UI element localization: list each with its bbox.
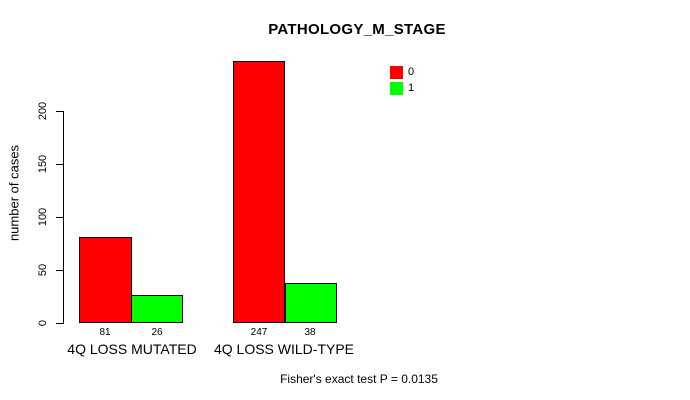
legend-entry: 1 [390, 80, 414, 96]
chart-title: PATHOLOGY_M_STAGE [268, 21, 446, 38]
y-tick-label: 100 [37, 207, 49, 227]
bar-series0-mutated [79, 237, 132, 323]
y-tick-label: 200 [37, 101, 49, 121]
fisher-test-annotation: Fisher's exact test P = 0.0135 [280, 372, 438, 386]
legend-swatch-green [390, 81, 403, 95]
y-tick-label: 0 [37, 319, 49, 327]
bar-series1-wildtype [285, 283, 337, 323]
y-tick-mark [56, 164, 63, 165]
bar-value-label: 247 [250, 327, 268, 338]
y-tick-label: 50 [37, 263, 49, 277]
bar-series0-wildtype [233, 61, 285, 323]
y-tick-mark [56, 270, 63, 271]
bar-value-label: 38 [304, 327, 316, 338]
y-axis-label: number of cases [6, 144, 22, 242]
bar-value-label: 26 [151, 327, 163, 338]
bar-series1-mutated [131, 295, 183, 323]
y-tick-label: 150 [37, 154, 49, 174]
legend-label: 1 [408, 81, 415, 94]
y-tick-mark [56, 111, 63, 112]
y-tick-mark [56, 217, 63, 218]
x-category-label: 4Q LOSS WILD-TYPE [213, 341, 355, 357]
legend-entry: 0 [390, 64, 414, 80]
y-tick-mark [56, 323, 63, 324]
legend: 0 1 [390, 64, 414, 96]
legend-label: 0 [408, 65, 415, 78]
bar-value-label: 81 [99, 327, 111, 338]
legend-swatch-red [390, 65, 403, 79]
y-axis-line [63, 111, 64, 324]
x-category-label: 4Q LOSS MUTATED [67, 341, 197, 357]
